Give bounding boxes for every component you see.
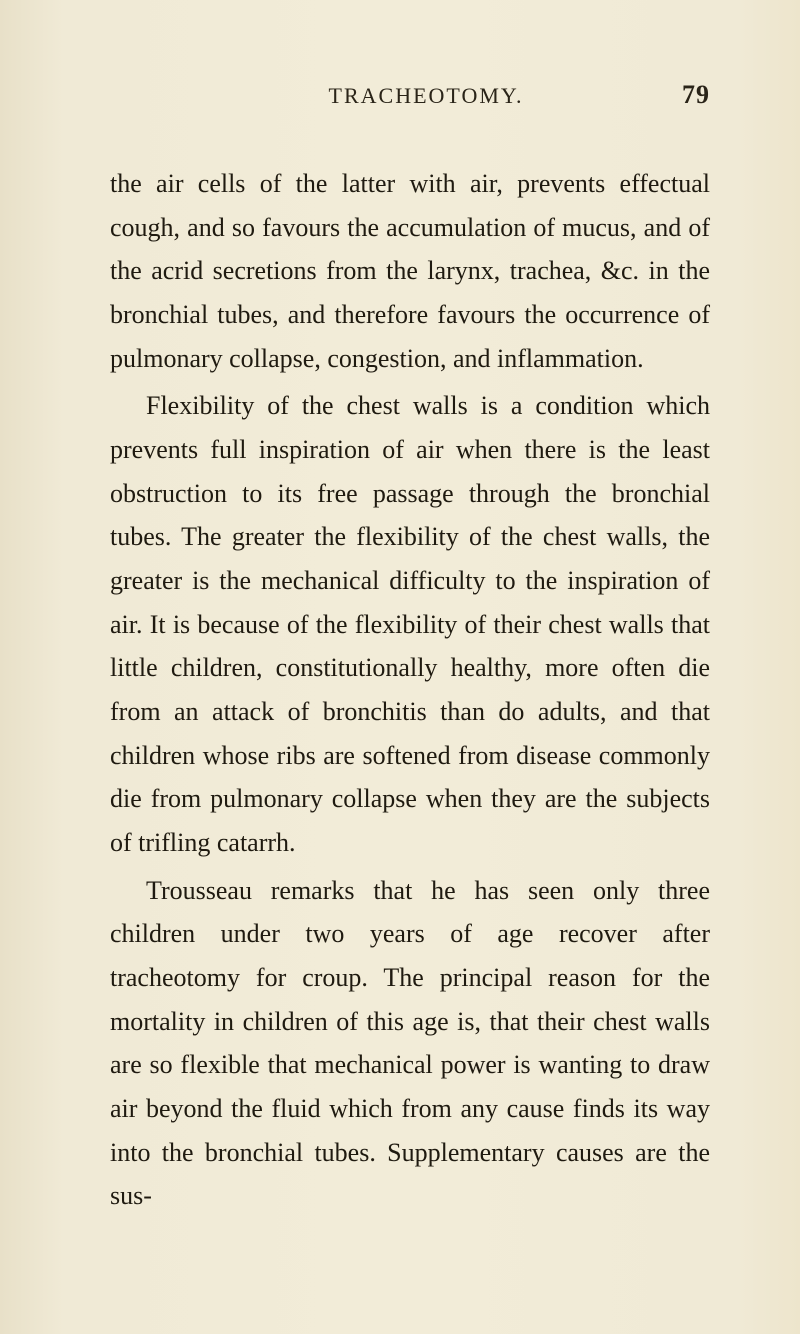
book-page: TRACHEOTOMY. 79 the air cells of the lat… <box>0 0 800 1334</box>
paragraph-1: the air cells of the latter with air, pr… <box>110 162 710 380</box>
page-number: 79 <box>682 80 710 110</box>
body-text: the air cells of the latter with air, pr… <box>110 162 710 1218</box>
page-header: TRACHEOTOMY. 79 <box>110 80 710 110</box>
running-title: TRACHEOTOMY. <box>170 83 682 109</box>
paragraph-2: Flexibility of the chest walls is a cond… <box>110 384 710 864</box>
paragraph-3: Trousseau remarks that he has seen only … <box>110 869 710 1218</box>
